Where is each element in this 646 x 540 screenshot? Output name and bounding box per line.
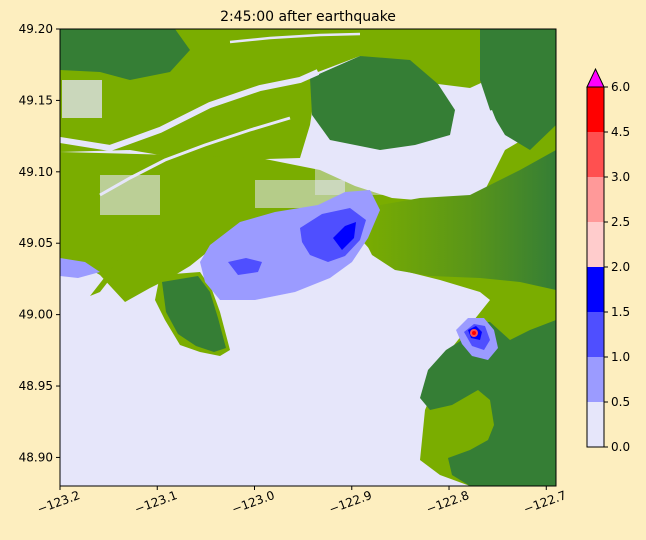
x-tick-label: −122.7	[522, 488, 569, 516]
lowland-north	[60, 29, 556, 160]
colorbar-tick-label: 6.0	[611, 80, 630, 94]
highland-central	[60, 29, 190, 80]
x-tick-label: −123.1	[133, 488, 180, 516]
x-tick-label: −122.9	[327, 488, 374, 516]
inundation-1.0-1.5	[300, 208, 366, 262]
x-tick-label: −123.0	[230, 488, 277, 516]
colorbar-tick-label: 1.0	[611, 350, 630, 364]
colorbar-extend-arrow	[586, 67, 605, 88]
delta-fields-1	[62, 80, 102, 118]
colorbar: 0.0 0.5 1.0 1.5 2.0 2.5 3.0 4.5 6.0	[586, 67, 630, 454]
inundation-0.5-1.0-strip	[60, 258, 100, 278]
colorbar-tick-label: 0.5	[611, 395, 630, 409]
colorbar-swatch	[587, 312, 604, 357]
colorbar-tick-label: 4.5	[611, 125, 630, 139]
y-tick-label: 48.95	[19, 379, 53, 393]
highland-south-hills	[362, 150, 556, 290]
colorbar-tick-label: 2.5	[611, 215, 630, 229]
colorbar-tick-label: 3.0	[611, 170, 630, 184]
delta-fields-4	[315, 160, 440, 195]
upper-channel	[229, 32, 361, 44]
x-tick-label: −123.2	[35, 488, 82, 516]
highland-point-roberts	[162, 276, 226, 352]
highland-north	[310, 56, 455, 150]
colorbar-swatch	[587, 177, 604, 222]
x-tick-label: −122.8	[424, 488, 471, 516]
inundation-1.0-1.5-spot	[228, 258, 262, 275]
y-tick-label: 48.90	[19, 450, 53, 464]
y-axis: 48.90 48.95 49.00 49.05 49.10 49.15 49.20	[19, 22, 60, 464]
fraser-river-channel	[60, 69, 320, 152]
highland-white-rock	[420, 320, 556, 486]
colorbar-tick-label: 1.5	[611, 305, 630, 319]
plot-area	[60, 29, 556, 486]
chart-title: 2:45:00 after earthquake	[220, 9, 396, 25]
colorbar-swatch	[587, 87, 604, 132]
y-tick-label: 49.00	[19, 308, 53, 322]
colorbar-swatch	[587, 132, 604, 177]
colorbar-tick-label: 2.0	[611, 260, 630, 274]
colorbar-swatch	[587, 267, 604, 312]
highland-northeast	[480, 29, 556, 150]
y-tick-label: 49.05	[19, 236, 53, 250]
lowland-spit	[90, 228, 150, 296]
x-axis: −123.2 −123.1 −123.0 −122.9 −122.8 −122.7	[35, 486, 568, 516]
plot-frame	[59, 28, 557, 487]
y-tick-label: 49.15	[19, 93, 53, 107]
colorbar-tick-label: 0.0	[611, 440, 630, 454]
colorbar-swatch	[587, 402, 604, 447]
colorbar-swatch	[587, 222, 604, 267]
inundation-white-rock-peak-core	[472, 331, 476, 335]
y-tick-label: 49.10	[19, 165, 53, 179]
colorbar-swatch	[587, 357, 604, 402]
inundation-1.5-2.0	[333, 222, 356, 250]
boundary-bay	[452, 110, 500, 175]
delta-fields-2	[100, 175, 160, 215]
y-tick-label: 49.20	[19, 22, 53, 36]
